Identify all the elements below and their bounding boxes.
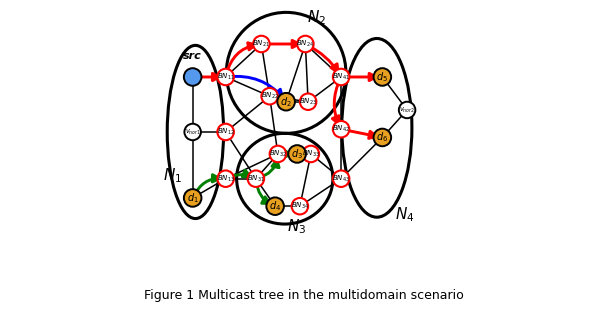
Circle shape xyxy=(288,145,306,163)
Circle shape xyxy=(261,88,278,105)
Circle shape xyxy=(373,129,391,146)
Circle shape xyxy=(277,93,295,111)
Circle shape xyxy=(253,36,269,52)
Circle shape xyxy=(247,170,264,187)
Text: $BN_{22}$: $BN_{22}$ xyxy=(261,91,278,101)
Circle shape xyxy=(399,102,415,118)
Text: $BN_{43}$: $BN_{43}$ xyxy=(332,173,350,184)
Text: $N_1$: $N_1$ xyxy=(163,167,182,185)
Circle shape xyxy=(303,146,319,162)
Text: $d_2$: $d_2$ xyxy=(280,95,292,109)
Text: $N_4$: $N_4$ xyxy=(395,205,414,224)
Text: $BN_{23}$: $BN_{23}$ xyxy=(299,97,317,107)
Text: src: src xyxy=(183,51,202,61)
Circle shape xyxy=(297,36,314,52)
Text: $BN_{32}$: $BN_{32}$ xyxy=(269,149,287,159)
Text: $N_3$: $N_3$ xyxy=(288,217,307,236)
Circle shape xyxy=(184,68,201,86)
Circle shape xyxy=(373,68,391,86)
Text: $BN_{33}$: $BN_{33}$ xyxy=(302,149,320,159)
Text: $BN_{21}$: $BN_{21}$ xyxy=(252,39,271,49)
Text: $d_3$: $d_3$ xyxy=(291,147,303,161)
Circle shape xyxy=(333,170,350,187)
Circle shape xyxy=(333,69,350,85)
Text: $N_2$: $N_2$ xyxy=(307,9,326,27)
Text: $BN_{11}$: $BN_{11}$ xyxy=(217,72,235,82)
Text: $BN_{42}$: $BN_{42}$ xyxy=(332,124,350,134)
Text: $BN_{34}$: $BN_{34}$ xyxy=(291,201,309,211)
Circle shape xyxy=(333,121,350,137)
Circle shape xyxy=(218,69,234,85)
Text: $d_4$: $d_4$ xyxy=(269,199,282,213)
Text: Figure 1 Multicast tree in the multidomain scenario: Figure 1 Multicast tree in the multidoma… xyxy=(144,289,464,302)
Circle shape xyxy=(269,146,286,162)
Circle shape xyxy=(184,189,201,207)
Circle shape xyxy=(292,198,308,215)
Text: $d_5$: $d_5$ xyxy=(376,70,389,84)
Text: $BN_{41}$: $BN_{41}$ xyxy=(332,72,350,82)
Text: $v_{nor1}$: $v_{nor1}$ xyxy=(185,127,201,137)
Text: $d_1$: $d_1$ xyxy=(187,191,199,205)
Text: $BN_{31}$: $BN_{31}$ xyxy=(247,173,264,184)
Text: $BN_{12}$: $BN_{12}$ xyxy=(216,127,235,137)
Circle shape xyxy=(218,170,234,187)
Circle shape xyxy=(184,124,201,140)
Circle shape xyxy=(300,94,316,110)
Text: $BN_{13}$: $BN_{13}$ xyxy=(216,173,235,184)
Text: $d_6$: $d_6$ xyxy=(376,131,389,144)
Text: $BN_{24}$: $BN_{24}$ xyxy=(296,39,314,49)
Text: $v_{nor2}$: $v_{nor2}$ xyxy=(399,105,415,115)
Circle shape xyxy=(218,124,234,140)
Circle shape xyxy=(266,198,284,215)
